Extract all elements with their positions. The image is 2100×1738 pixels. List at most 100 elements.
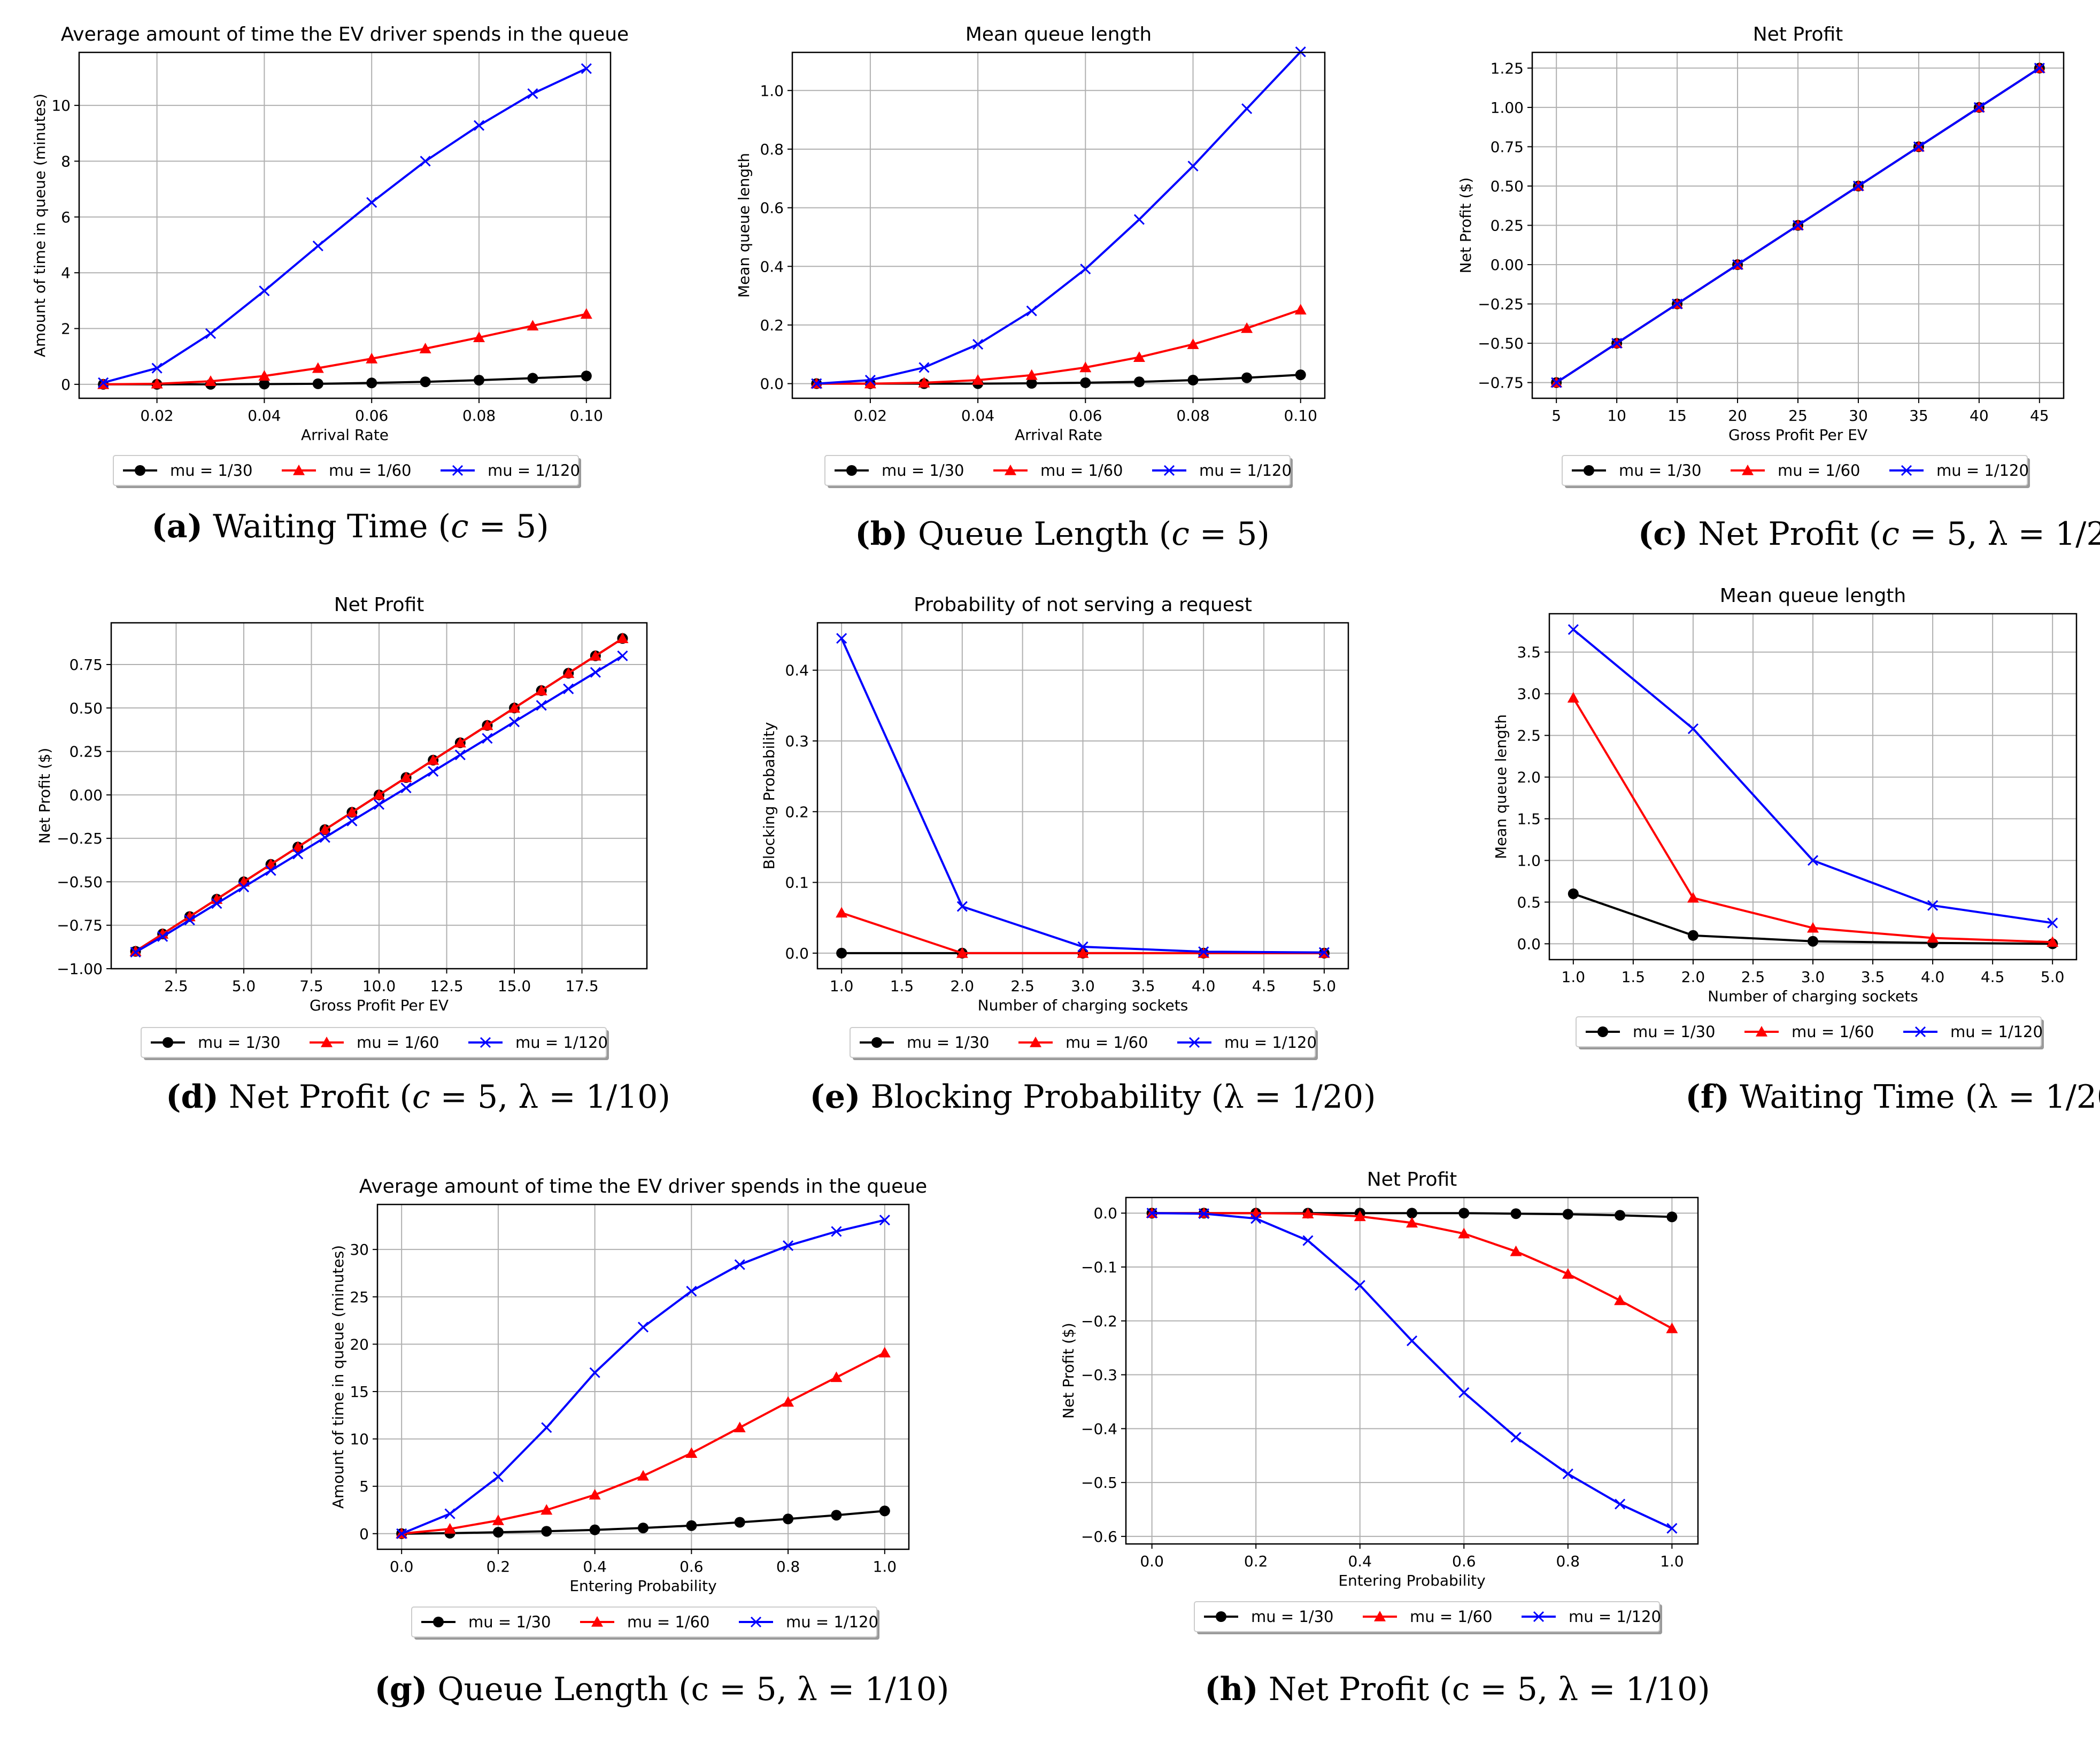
legend-marker-3 xyxy=(452,465,464,476)
data-point-3 xyxy=(373,799,385,810)
caption-rest: = 5, λ = 1/20) xyxy=(1900,515,2100,553)
data-point-3 xyxy=(1615,1498,1626,1510)
y-tick-label: 0.00 xyxy=(1491,256,1524,274)
x-tick-label: 1.0 xyxy=(830,977,854,995)
x-tick-label: 4.0 xyxy=(1192,977,1216,995)
data-point-2 xyxy=(204,375,217,386)
x-tick-label: 25 xyxy=(1788,407,1808,424)
data-point-1 xyxy=(366,377,377,389)
y-tick-label: −0.2 xyxy=(1081,1312,1117,1330)
data-point-2 xyxy=(2047,936,2059,947)
x-tick-label: 3.0 xyxy=(1071,977,1095,995)
x-tick-label: 2.5 xyxy=(164,977,188,995)
y-tick-label: 0 xyxy=(359,1525,369,1543)
legend-marker-1 xyxy=(433,1617,444,1627)
data-point-3 xyxy=(428,766,439,777)
data-point-2 xyxy=(616,632,629,644)
data-point-2 xyxy=(292,841,304,852)
data-point-3 xyxy=(400,782,412,793)
x-tick-label: 1.0 xyxy=(873,1558,897,1575)
chart-panel-d: Net Profit 2.5 5.0 7.5 10.0 12.5 15.0 17.5 −1.00… xyxy=(36,594,670,1116)
panel-caption: (d) Net Profit (c = 5, λ = 1/10) xyxy=(166,1078,670,1116)
data-point-2 xyxy=(580,308,592,319)
data-point-3 xyxy=(346,815,358,826)
data-point-3 xyxy=(1198,946,1209,957)
panel-caption: (h) Net Profit (c = 5, λ = 1/10) xyxy=(1205,1671,1710,1708)
x-axis-label: Entering Probability xyxy=(569,1577,716,1595)
y-tick-label: 1.0 xyxy=(760,82,784,99)
y-tick-label: 15 xyxy=(350,1383,369,1401)
legend-box xyxy=(1576,1016,2042,1047)
data-point-2 xyxy=(918,376,930,388)
data-point-2 xyxy=(878,1347,891,1358)
data-point-2 xyxy=(1079,361,1092,373)
legend-label-3: mu = 1/120 xyxy=(1950,1023,2043,1041)
data-point-3 xyxy=(956,901,968,912)
plot-frame xyxy=(110,622,648,970)
legend-label-3: mu = 1/120 xyxy=(1224,1033,1317,1052)
data-point-3 xyxy=(1807,855,1819,866)
data-point-3 xyxy=(420,156,431,167)
data-point-3 xyxy=(482,733,493,744)
legend-marker-1 xyxy=(1597,1026,1608,1037)
legend-label-1: mu = 1/30 xyxy=(882,461,964,480)
y-tick-label: 10 xyxy=(350,1431,369,1448)
series-line-2 xyxy=(103,313,587,385)
data-point-1 xyxy=(1407,1208,1417,1219)
caption-label: (d) xyxy=(166,1078,219,1116)
data-point-2 xyxy=(535,684,547,696)
caption-rest: λ = 1/20) xyxy=(1224,1078,1376,1116)
caption-text: Net Profit (c = 5, xyxy=(1259,1671,1558,1708)
data-point-1 xyxy=(1295,369,1306,381)
data-point-2 xyxy=(492,1514,504,1525)
y-tick-label: 2.0 xyxy=(1517,769,1541,786)
caption-label: (f) xyxy=(1685,1078,1730,1116)
data-point-2 xyxy=(151,377,163,389)
y-tick-label: −0.5 xyxy=(1081,1474,1117,1492)
legend-label-3: mu = 1/120 xyxy=(1199,461,1292,480)
legend-label-1: mu = 1/30 xyxy=(1633,1023,1716,1041)
data-point-1 xyxy=(638,1523,648,1534)
legend-marker-1 xyxy=(135,465,145,476)
data-point-1 xyxy=(1615,1210,1626,1221)
legend-box xyxy=(411,1606,877,1637)
data-point-3 xyxy=(637,1322,649,1333)
legend-marker-1 xyxy=(871,1037,882,1048)
data-point-1 xyxy=(1808,936,1818,947)
legend-label-3: mu = 1/120 xyxy=(1569,1608,1661,1626)
data-point-3 xyxy=(1077,941,1088,953)
data-point-2 xyxy=(1567,692,1579,703)
caption-variable: c xyxy=(412,1078,430,1116)
x-tick-label: 10 xyxy=(1607,407,1626,424)
caption-rest: = 5) xyxy=(1190,515,1270,553)
data-point-1 xyxy=(1458,1208,1470,1219)
data-point-2 xyxy=(541,1504,553,1515)
x-tick-label: 5.0 xyxy=(232,977,256,995)
data-point-2 xyxy=(129,945,142,956)
caption-variable: c xyxy=(1171,515,1190,553)
x-tick-label: 0.10 xyxy=(570,407,603,424)
x-tick-label: 0.8 xyxy=(1556,1552,1580,1570)
data-point-3 xyxy=(864,374,876,386)
caption-rest: λ = 1/10) xyxy=(1558,1671,1710,1708)
x-tick-label: 3.0 xyxy=(1801,968,1825,986)
legend-box xyxy=(850,1027,1316,1058)
legend-marker-2 xyxy=(1374,1611,1386,1621)
y-tick-label: 0.8 xyxy=(760,141,784,158)
caption-label: (c) xyxy=(1638,515,1688,553)
plot-frame xyxy=(376,1203,910,1550)
caption-rest: = 5, λ = 1/10) xyxy=(430,1078,670,1116)
x-axis-label: Gross Profit Per EV xyxy=(310,997,449,1014)
legend-marker-2 xyxy=(321,1037,333,1047)
y-tick-label: 0.2 xyxy=(785,803,809,821)
panel-caption: (f) Waiting Time (λ = 1/20) xyxy=(1685,1078,2100,1116)
y-tick-label: 1.00 xyxy=(1491,99,1524,117)
data-point-3 xyxy=(1562,1468,1573,1480)
data-point-3 xyxy=(454,750,466,761)
data-point-3 xyxy=(238,882,250,893)
data-point-1 xyxy=(1568,888,1579,899)
legend-box xyxy=(1194,1601,1660,1632)
data-point-3 xyxy=(508,716,520,728)
data-point-2 xyxy=(589,650,601,661)
data-point-3 xyxy=(590,667,601,678)
